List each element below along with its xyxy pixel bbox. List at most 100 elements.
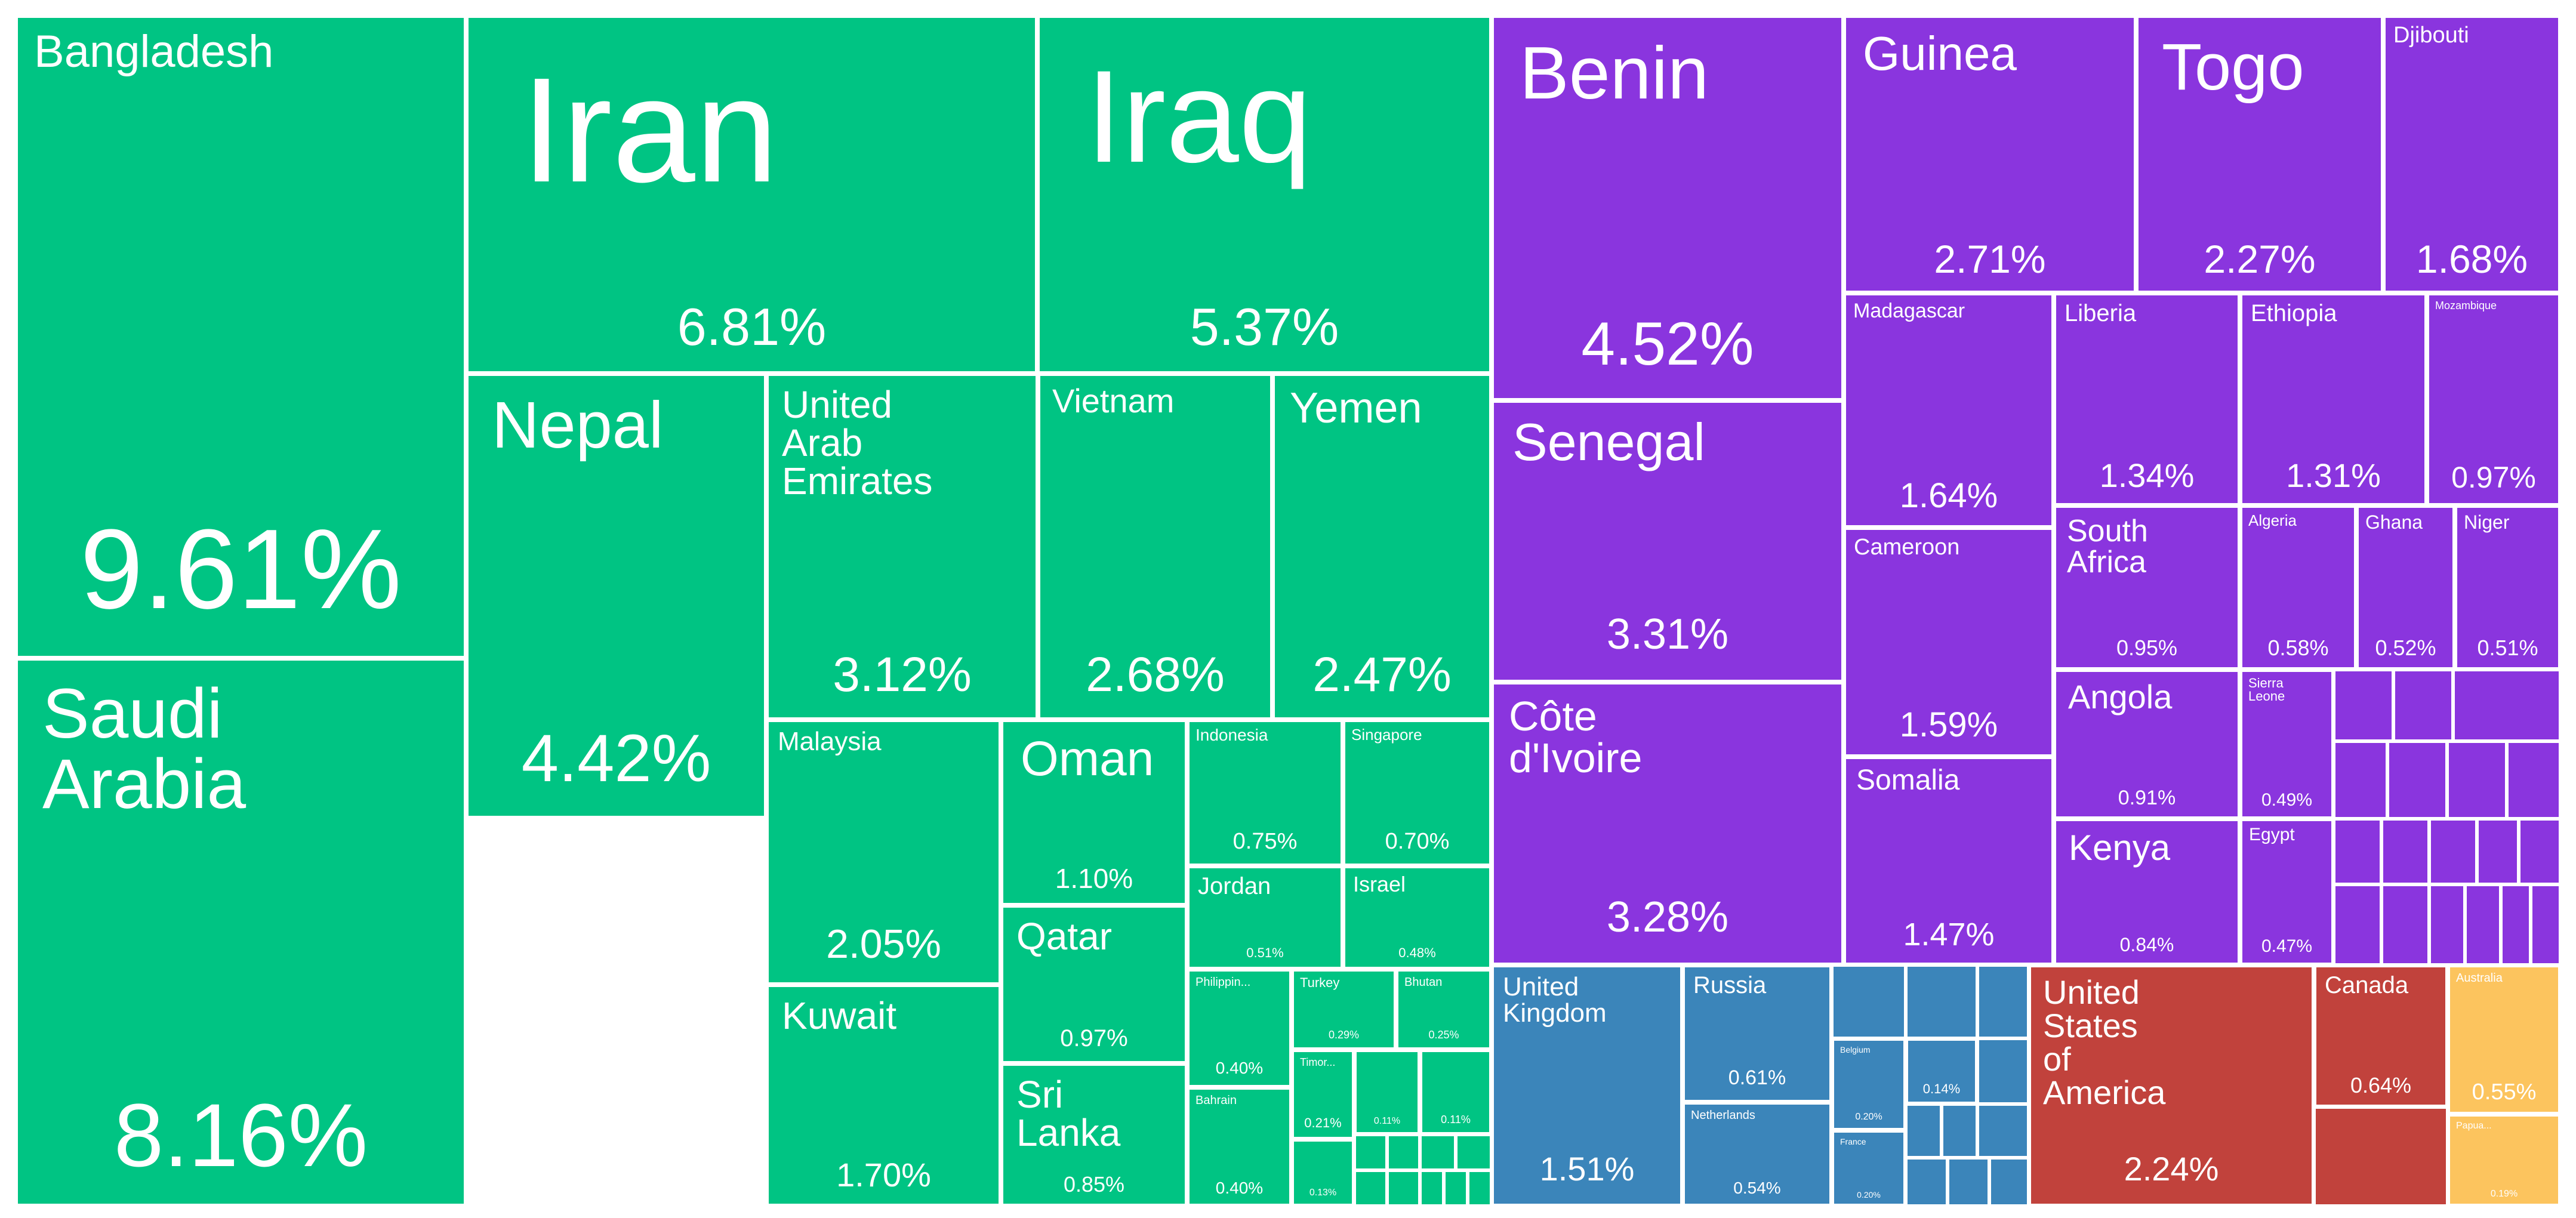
- treemap-tile-small: [1456, 1134, 1492, 1170]
- treemap-tile: Cameroon 1.59%: [1844, 528, 2054, 757]
- tile-label: Malaysia: [778, 727, 882, 756]
- treemap-tile: Somalia 1.47%: [1844, 757, 2054, 965]
- treemap-tile: Indonesia 0.75%: [1187, 720, 1343, 866]
- tile-percentage: 0.58%: [2267, 636, 2329, 660]
- tile-percentage: 0.70%: [1385, 829, 1450, 854]
- treemap-tile-small: [1977, 965, 2029, 1038]
- treemap-tile: Saudi Arabia 8.16%: [16, 658, 466, 1206]
- tile-percentage: 0.21%: [1304, 1115, 1342, 1130]
- tile-label: United States of America: [2043, 973, 2166, 1111]
- treemap-tile-small: [2393, 670, 2453, 741]
- tile-label: United Kingdom: [1503, 972, 1607, 1028]
- tile-label: Nepal: [492, 388, 664, 462]
- tile-percentage: 2.68%: [1086, 647, 1225, 702]
- tile-label: Papua...: [2456, 1121, 2492, 1131]
- treemap-tile-small: [2507, 741, 2560, 819]
- tile-percentage: 1.64%: [1899, 476, 1998, 515]
- tile-percentage: 8.16%: [113, 1085, 368, 1185]
- tile-label: Sierra Leone: [2248, 676, 2285, 704]
- treemap-tile-small: [1906, 965, 1977, 1038]
- treemap-tile: Russia 0.61%: [1683, 965, 1832, 1102]
- tile-label: Singapore: [1351, 726, 1422, 744]
- treemap-tile-small: [1977, 1104, 2029, 1158]
- tile-percentage: 0.84%: [2119, 934, 2174, 955]
- tile-percentage: 0.64%: [2350, 1073, 2412, 1097]
- tile-percentage: 0.20%: [1857, 1190, 1881, 1200]
- treemap-tile: Philippin... 0.40%: [1187, 969, 1292, 1087]
- treemap-tile-small: [2334, 741, 2387, 819]
- tile-label: Jordan: [1198, 873, 1271, 899]
- treemap-tile-small: [2334, 819, 2381, 884]
- tile-percentage: 2.47%: [1312, 647, 1452, 702]
- tile-percentage: 1.70%: [836, 1156, 931, 1194]
- tile-label: Kenya: [2069, 828, 2171, 868]
- tile-percentage: 1.10%: [1055, 863, 1133, 894]
- tile-percentage: 0.61%: [1728, 1066, 1786, 1089]
- treemap-tile: 0.13%: [1292, 1139, 1354, 1206]
- tile-label: Somalia: [1856, 764, 1960, 796]
- treemap-tile: 0.14%: [1906, 1038, 1977, 1104]
- tile-label: Yemen: [1290, 384, 1422, 432]
- tile-percentage: 1.51%: [1539, 1150, 1635, 1188]
- treemap-tile-small: [1444, 1170, 1468, 1206]
- tile-label: Saudi Arabia: [42, 674, 246, 824]
- tile-percentage: 0.14%: [1922, 1081, 1961, 1096]
- tile-label: Algeria: [2248, 511, 2297, 529]
- tile-percentage: 0.13%: [1309, 1188, 1337, 1198]
- tile-percentage: 2.71%: [1934, 237, 2046, 281]
- tile-percentage: 0.95%: [2116, 636, 2178, 660]
- tile-percentage: 5.37%: [1190, 297, 1339, 356]
- tile-label: Niger: [2464, 511, 2510, 533]
- treemap-tile: Israel 0.48%: [1343, 866, 1492, 969]
- tile-label: Canada: [2325, 972, 2409, 998]
- tile-percentage: 2.05%: [826, 921, 941, 967]
- tile-percentage: 4.52%: [1581, 310, 1754, 378]
- tile-label: United Arab Emirates: [782, 383, 933, 502]
- tile-label: Egypt: [2249, 825, 2295, 844]
- treemap-tile-small: [2453, 670, 2560, 741]
- treemap-tile: Yemen 2.47%: [1272, 374, 1492, 720]
- treemap-tile: Sierra Leone 0.49%: [2240, 670, 2334, 819]
- tile-label: Netherlands: [1691, 1109, 1755, 1122]
- treemap-tile: United Arab Emirates 3.12%: [766, 374, 1038, 720]
- tile-percentage: 6.81%: [677, 297, 827, 356]
- treemap-tile-small: [2447, 741, 2507, 819]
- tile-label: Angola: [2068, 678, 2173, 716]
- tile-label: Madagascar: [1853, 300, 1965, 322]
- treemap-tile-small: [2519, 819, 2560, 884]
- tile-percentage: 0.40%: [1215, 1179, 1264, 1197]
- treemap-tile: Belgium 0.20%: [1832, 1038, 1906, 1130]
- tile-label: Philippin...: [1195, 976, 1251, 989]
- tile-percentage: 0.48%: [1398, 945, 1436, 960]
- treemap-tile: Djibouti 1.68%: [2383, 16, 2560, 293]
- treemap-tile: Timor... 0.21%: [1292, 1050, 1354, 1139]
- tile-label: Iraq: [1086, 43, 1312, 190]
- treemap-tile: Egypt 0.47%: [2240, 819, 2334, 965]
- tile-percentage: 0.55%: [2472, 1080, 2537, 1105]
- tile-percentage: 0.91%: [2118, 787, 2176, 809]
- tile-percentage: 0.52%: [2375, 636, 2436, 660]
- treemap-tile: Nepal 4.42%: [466, 374, 766, 818]
- treemap-tile-small: [1468, 1170, 1492, 1206]
- treemap-tile-small: [2314, 1107, 2448, 1206]
- tile-label: Iran: [521, 47, 778, 213]
- tile-label: Cameroon: [1854, 535, 1960, 560]
- tile-label: Senegal: [1512, 412, 1705, 471]
- treemap-tile: Oman 1.10%: [1001, 720, 1187, 905]
- treemap-tile: 0.11%: [1420, 1050, 1492, 1134]
- treemap-tile: Kenya 0.84%: [2054, 819, 2240, 965]
- treemap-tile: Mozambique 0.97%: [2427, 293, 2560, 505]
- tile-percentage: 0.97%: [1060, 1025, 1128, 1052]
- tile-percentage: 0.11%: [1441, 1114, 1471, 1126]
- treemap-tile-small: [1906, 1158, 1948, 1206]
- tile-label: Togo: [2162, 30, 2304, 104]
- treemap-tile: Angola 0.91%: [2054, 670, 2240, 819]
- treemap-tile: Papua... 0.19%: [2448, 1114, 2560, 1206]
- tile-percentage: 3.12%: [833, 647, 972, 702]
- treemap-tile-small: [2531, 884, 2560, 965]
- tile-label: Ethiopia: [2251, 300, 2337, 326]
- tile-label: Bahrain: [1195, 1094, 1237, 1107]
- tile-label: Australia: [2456, 972, 2503, 985]
- tile-percentage: 0.75%: [1232, 829, 1298, 854]
- treemap-tile-small: [2429, 884, 2465, 965]
